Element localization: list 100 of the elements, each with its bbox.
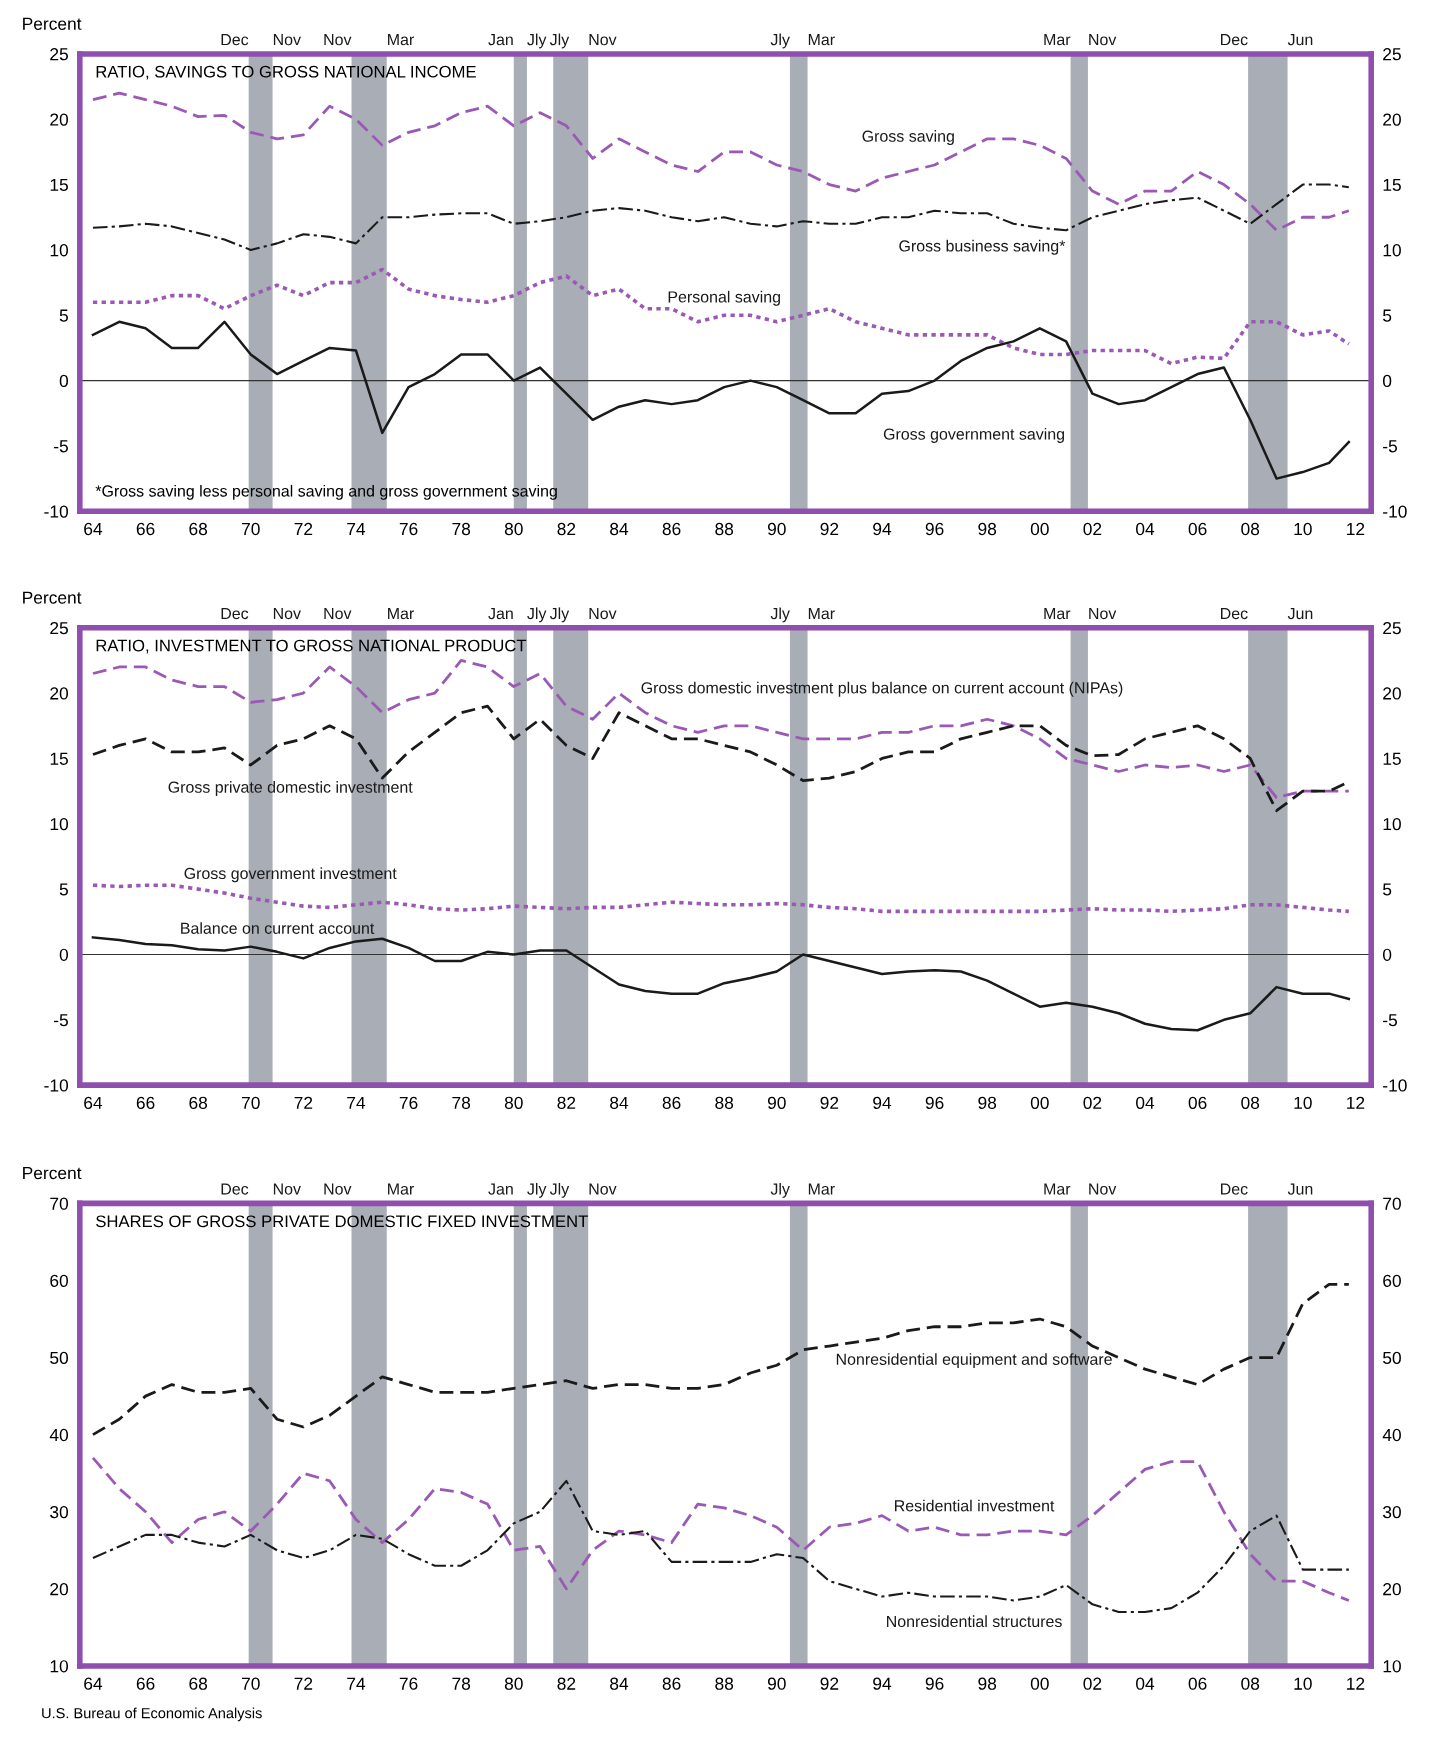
text: Nov: [324, 607, 352, 620]
y2-tick-label: -5: [1383, 1014, 1398, 1027]
text: Jly: [770, 33, 790, 49]
x-tick-label: 86: [662, 1677, 681, 1690]
x-tick-label: 98: [978, 1096, 997, 1109]
y2-tick-label: 20: [1383, 687, 1401, 700]
text: Nov: [273, 1183, 301, 1195]
x-tick-label: 10: [1294, 1096, 1312, 1109]
x-tick-label: 64: [84, 1677, 103, 1690]
y-tick-label: -10: [44, 505, 69, 518]
y2-tick-label: 0: [1382, 374, 1392, 388]
y-tick-label: -5: [54, 1014, 68, 1027]
text: Nov: [1089, 34, 1117, 46]
y2-tick-label: 15: [1383, 178, 1401, 192]
y2-tick-label: 5: [1383, 309, 1392, 322]
x-tick-label: 06: [1188, 1677, 1207, 1690]
x-tick-label: 08: [1241, 1096, 1260, 1109]
line-series: [91, 1282, 1351, 1437]
series-label: Nonresidential structures: [887, 1615, 1062, 1628]
x-tick-label: 00: [1030, 1677, 1049, 1690]
text: SHARES OF GROSS PRIVATE DOMESTIC FIXED INVESTMENT: [96, 1215, 588, 1228]
y-tick-label: 5: [59, 309, 68, 322]
y-tick-label: 10: [50, 1660, 69, 1673]
line-series: [91, 320, 1351, 480]
x-tick-label: 04: [1136, 1677, 1155, 1690]
text: Nov: [324, 1183, 352, 1195]
y-axis-title: Percent: [23, 17, 82, 30]
y2-tick-label: 10: [1383, 817, 1401, 831]
x-tick-label: 90: [767, 1677, 786, 1690]
text: Jly: [549, 607, 570, 623]
text: Mar: [808, 34, 835, 46]
text: Jly: [549, 33, 570, 49]
line-series: [91, 659, 1351, 800]
x-tick-label: 10: [1294, 522, 1312, 536]
text: Nov: [1089, 607, 1117, 620]
x-tick-label: 12: [1347, 522, 1365, 535]
text: Nov: [589, 34, 617, 46]
text: Jly: [527, 33, 547, 49]
text: Nov: [273, 34, 301, 46]
x-tick-label: 84: [610, 1677, 629, 1690]
x-tick-label: 88: [715, 522, 734, 536]
y-tick-label: 70: [50, 1197, 69, 1210]
x-tick-label: 00: [1030, 1096, 1049, 1109]
text: Jly: [549, 1182, 570, 1198]
text: Nov: [1089, 1183, 1117, 1195]
x-tick-label: 02: [1083, 1096, 1102, 1109]
series-label: Gross government investment: [184, 867, 397, 883]
text: Mar: [808, 607, 835, 620]
x-tick-label: 76: [399, 1096, 418, 1109]
series-label: Gross domestic investment plus balance on current account (NIPAs): [641, 681, 1123, 697]
text: Jun: [1287, 34, 1313, 46]
x-tick-label: 12: [1347, 1096, 1365, 1109]
x-tick-label: 80: [504, 1096, 523, 1109]
y2-tick-label: 15: [1383, 752, 1401, 765]
y-tick-label: 5: [59, 883, 68, 896]
text: Dec: [221, 1183, 249, 1195]
x-tick-label: 90: [767, 1096, 786, 1109]
text: U.S. Bureau of Economic Analysis: [42, 1707, 262, 1722]
text: Dec: [221, 34, 249, 46]
text: Dec: [1221, 1183, 1248, 1195]
x-tick-label: 74: [347, 1096, 366, 1109]
x-tick-label: 72: [294, 1677, 313, 1690]
x-tick-label: 02: [1083, 1677, 1102, 1690]
y-tick-label: 20: [50, 1583, 69, 1596]
x-tick-label: 82: [557, 522, 576, 536]
y-axis-title: Percent: [23, 591, 82, 604]
y-tick-label: 30: [50, 1505, 69, 1519]
y-tick-label: 20: [50, 687, 69, 700]
x-tick-label: 06: [1188, 1096, 1207, 1109]
y2-tick-label: -10: [1383, 505, 1407, 518]
x-tick-label: 78: [452, 1677, 471, 1690]
x-tick-label: 78: [452, 522, 471, 536]
text: Jly: [527, 607, 547, 623]
x-tick-label: 68: [189, 1677, 208, 1690]
x-tick-label: 98: [978, 1677, 997, 1690]
x-tick-label: 02: [1083, 522, 1102, 536]
y2-tick-label: 30: [1382, 1505, 1401, 1519]
x-tick-label: 72: [294, 1096, 313, 1109]
y-tick-label: 50: [50, 1351, 69, 1365]
x-tick-label: 12: [1347, 1677, 1365, 1690]
text: Dec: [221, 607, 249, 620]
y-tick-label: 0: [59, 374, 69, 388]
x-tick-label: 80: [504, 522, 523, 536]
x-tick-label: 66: [136, 1096, 155, 1109]
series-label: Gross government saving: [883, 428, 1065, 443]
series-label: Personal saving: [668, 290, 780, 306]
text: Nov: [589, 607, 617, 620]
y2-tick-label: 20: [1383, 1583, 1401, 1596]
text: Jly: [527, 1182, 547, 1198]
line-series: [91, 267, 1351, 366]
text: Jan: [488, 1183, 513, 1195]
text: Mar: [1044, 607, 1071, 620]
y2-tick-label: -10: [1383, 1079, 1407, 1092]
x-tick-label: 76: [399, 1677, 418, 1690]
line-series: [91, 1456, 1351, 1602]
x-tick-label: 92: [820, 522, 839, 536]
text: Nov: [589, 1183, 617, 1195]
line-series: [91, 883, 1351, 914]
line-series: [91, 1479, 1350, 1614]
y-tick-label: 10: [50, 244, 69, 257]
